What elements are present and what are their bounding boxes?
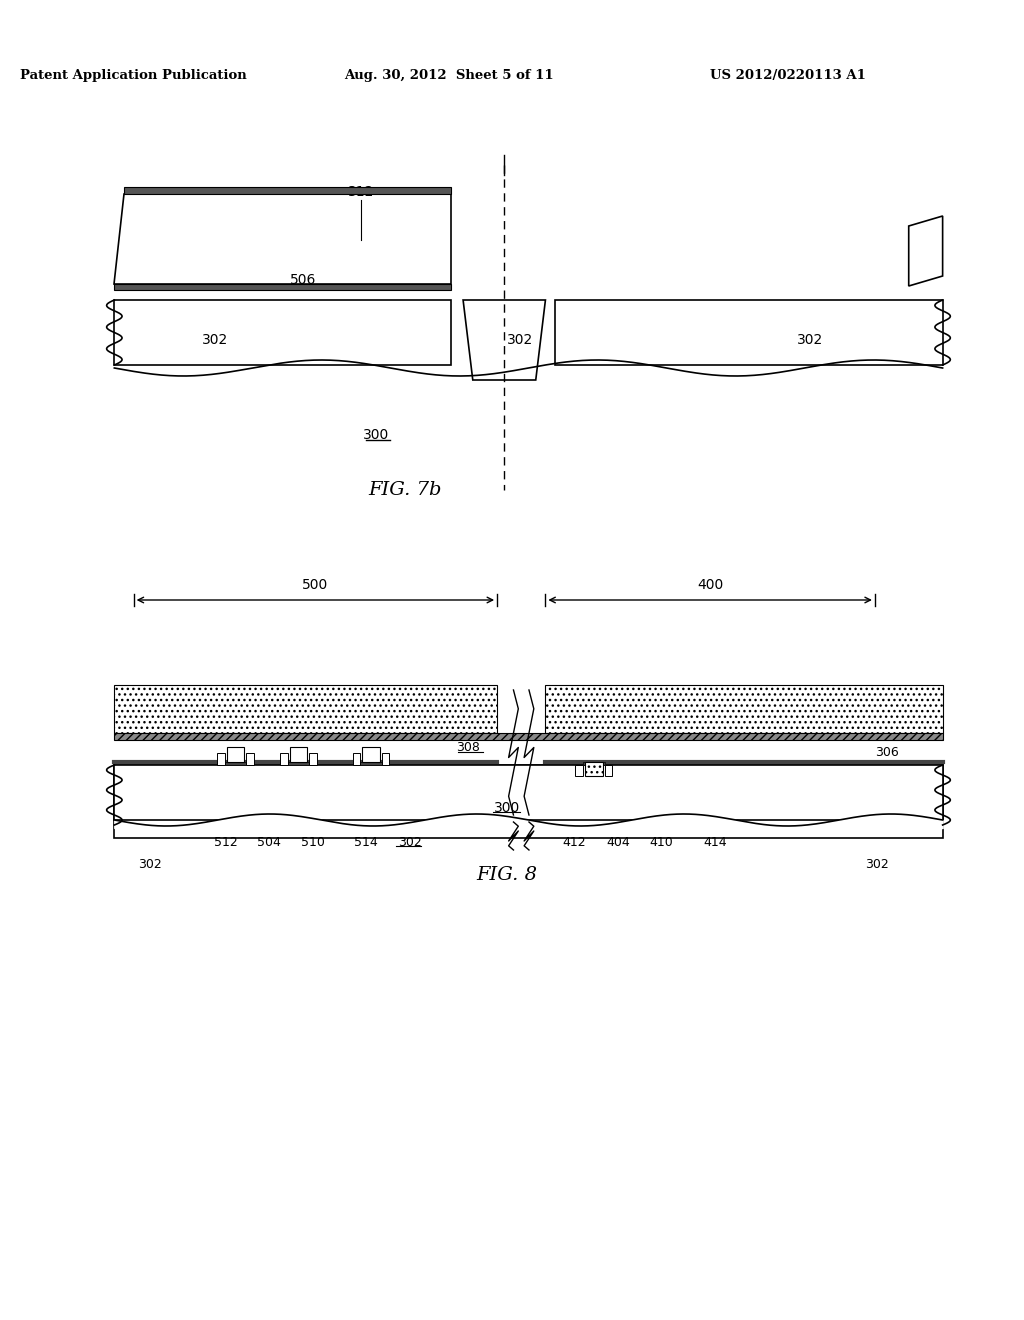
Text: 410: 410	[650, 836, 674, 849]
Text: 302: 302	[202, 333, 227, 347]
Text: 306: 306	[874, 746, 899, 759]
Text: 416: 416	[601, 690, 625, 704]
Bar	[115, 685, 497, 733]
Bar	[115, 766, 943, 838]
Text: 302: 302	[507, 333, 532, 347]
Polygon shape	[463, 300, 546, 380]
Text: 318: 318	[461, 690, 484, 704]
Bar	[280, 752, 288, 766]
Text: 412: 412	[562, 836, 587, 849]
Text: 510: 510	[301, 836, 325, 849]
Bar	[309, 752, 316, 766]
Text: 506: 506	[290, 273, 316, 286]
Text: FIG. 8: FIG. 8	[476, 866, 538, 884]
Text: 312: 312	[348, 185, 375, 199]
Bar	[226, 747, 244, 762]
Bar	[360, 762, 382, 766]
Text: 302: 302	[398, 836, 422, 849]
Text: US 2012/0220113 A1: US 2012/0220113 A1	[710, 69, 865, 82]
Polygon shape	[115, 300, 451, 366]
Text: 308: 308	[456, 741, 480, 754]
Polygon shape	[115, 194, 451, 284]
Text: 414: 414	[703, 836, 727, 849]
Bar	[115, 733, 943, 741]
Text: FIG. 7b: FIG. 7b	[369, 480, 441, 499]
Bar	[585, 762, 602, 776]
Text: 504: 504	[257, 836, 282, 849]
Polygon shape	[555, 300, 943, 366]
Text: 400: 400	[697, 578, 723, 591]
Text: 320: 320	[589, 718, 612, 730]
Text: Patent Application Publication: Patent Application Publication	[20, 69, 247, 82]
Bar	[546, 685, 943, 733]
Bar	[217, 752, 225, 766]
Text: 302: 302	[798, 333, 823, 347]
Polygon shape	[115, 284, 451, 290]
Bar	[352, 752, 360, 766]
Text: 300: 300	[362, 428, 389, 442]
Text: 312: 312	[422, 690, 445, 704]
Text: 500: 500	[302, 578, 328, 591]
Bar	[584, 762, 604, 766]
Bar	[246, 752, 254, 766]
Text: Aug. 30, 2012  Sheet 5 of 11: Aug. 30, 2012 Sheet 5 of 11	[344, 69, 553, 82]
Text: 404: 404	[606, 836, 630, 849]
Bar	[290, 747, 307, 762]
Text: 514: 514	[354, 836, 378, 849]
Text: 302: 302	[865, 858, 889, 871]
Bar	[362, 747, 380, 762]
Bar	[575, 766, 584, 776]
Text: 506: 506	[369, 690, 392, 704]
Bar	[382, 752, 389, 766]
Text: 302: 302	[138, 858, 163, 871]
Polygon shape	[124, 187, 451, 194]
Text: 512: 512	[214, 836, 238, 849]
Polygon shape	[908, 216, 943, 286]
Bar	[604, 766, 612, 776]
Bar	[225, 762, 246, 766]
Text: 300: 300	[494, 801, 520, 814]
Bar	[288, 762, 309, 766]
Bar	[115, 766, 943, 820]
